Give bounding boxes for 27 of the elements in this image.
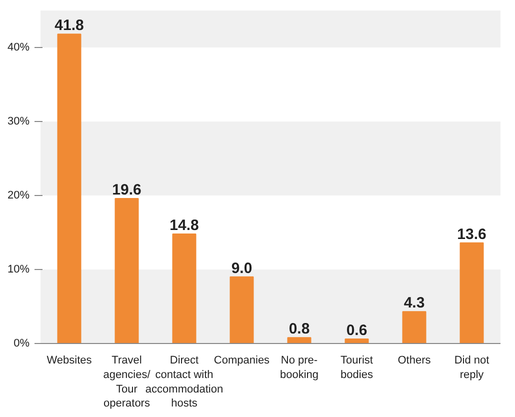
- y-tick-label: 40%: [7, 42, 30, 54]
- data-label: 13.6: [457, 226, 486, 243]
- x-tick-label: Companies: [214, 354, 270, 366]
- data-label: 0.8: [288, 320, 310, 338]
- x-tick-label: Tourist bodies: [340, 354, 374, 381]
- data-label: 41.8: [54, 17, 84, 34]
- y-tick-label: 0%: [14, 338, 30, 350]
- bar: [460, 242, 484, 344]
- x-tick-label: No pre-booking: [280, 354, 319, 381]
- bar: [230, 276, 254, 344]
- x-tick-label: Others: [398, 354, 432, 366]
- bar: [172, 233, 196, 344]
- x-tick-label: Websites: [46, 354, 92, 366]
- y-tick-label: 20%: [7, 190, 30, 202]
- bar: [287, 337, 312, 344]
- data-label: 0.6: [346, 322, 368, 340]
- y-tick-label: 30%: [7, 116, 30, 128]
- x-tick-label: Did not reply: [454, 354, 490, 381]
- bar: [402, 311, 426, 344]
- y-tick-label: 10%: [7, 264, 30, 276]
- bar: [344, 338, 369, 344]
- data-label: 19.6: [112, 181, 142, 198]
- bar: [114, 198, 139, 344]
- data-label: 4.3: [404, 294, 425, 312]
- data-label: 9.0: [231, 260, 252, 277]
- bar: [57, 34, 82, 344]
- data-label: 14.8: [170, 216, 199, 234]
